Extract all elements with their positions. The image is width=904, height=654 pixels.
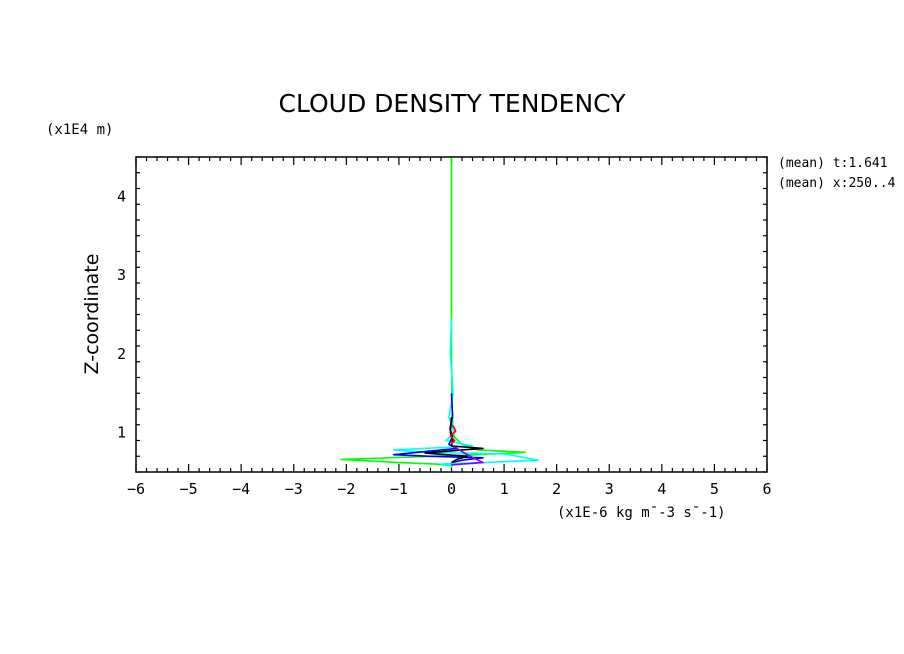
chart-title: CLOUD DENSITY TENDENCY: [279, 89, 627, 118]
x-axis-label: (x1E-6 kg m¯-3 s¯-1): [557, 505, 726, 521]
y-tick-label: 4: [117, 187, 126, 205]
mean-x-annotation: (mean) x:250..4: [778, 176, 896, 191]
series-line-2: [392, 318, 540, 467]
x-tick-label: −5: [180, 480, 198, 498]
y-axis-units: (x1E4 m): [46, 122, 113, 138]
y-tick-label: 3: [117, 266, 126, 284]
plot-frame: [135, 156, 768, 473]
x-tick-label: 3: [605, 480, 614, 498]
y-tick-label: 2: [117, 345, 126, 363]
x-tick-label: 0: [447, 480, 456, 498]
series-line-1: [340, 157, 526, 469]
x-tick-label: −3: [285, 480, 303, 498]
x-tick-label: 5: [710, 480, 719, 498]
axis-ticks: −6 −5 −4 −3 −2 −1 0 1 2 3 4 5 6 1 2 3 4: [117, 156, 772, 498]
x-tick-label: 1: [500, 480, 509, 498]
x-tick-label: −2: [337, 480, 355, 498]
y-axis-label: Z-coordinate: [81, 254, 103, 375]
data-series: [340, 157, 540, 469]
x-tick-label: 4: [657, 480, 666, 498]
x-tick-label: −6: [127, 480, 145, 498]
y-tick-label: 1: [117, 424, 126, 442]
x-tick-label: −4: [232, 480, 250, 498]
series-line-5: [449, 424, 457, 445]
x-tick-label: −1: [390, 480, 408, 498]
x-tick-label: 2: [552, 480, 561, 498]
mean-time-annotation: (mean) t:1.641: [778, 156, 888, 171]
series-line-6: [451, 446, 484, 466]
x-tick-label: 6: [762, 480, 771, 498]
